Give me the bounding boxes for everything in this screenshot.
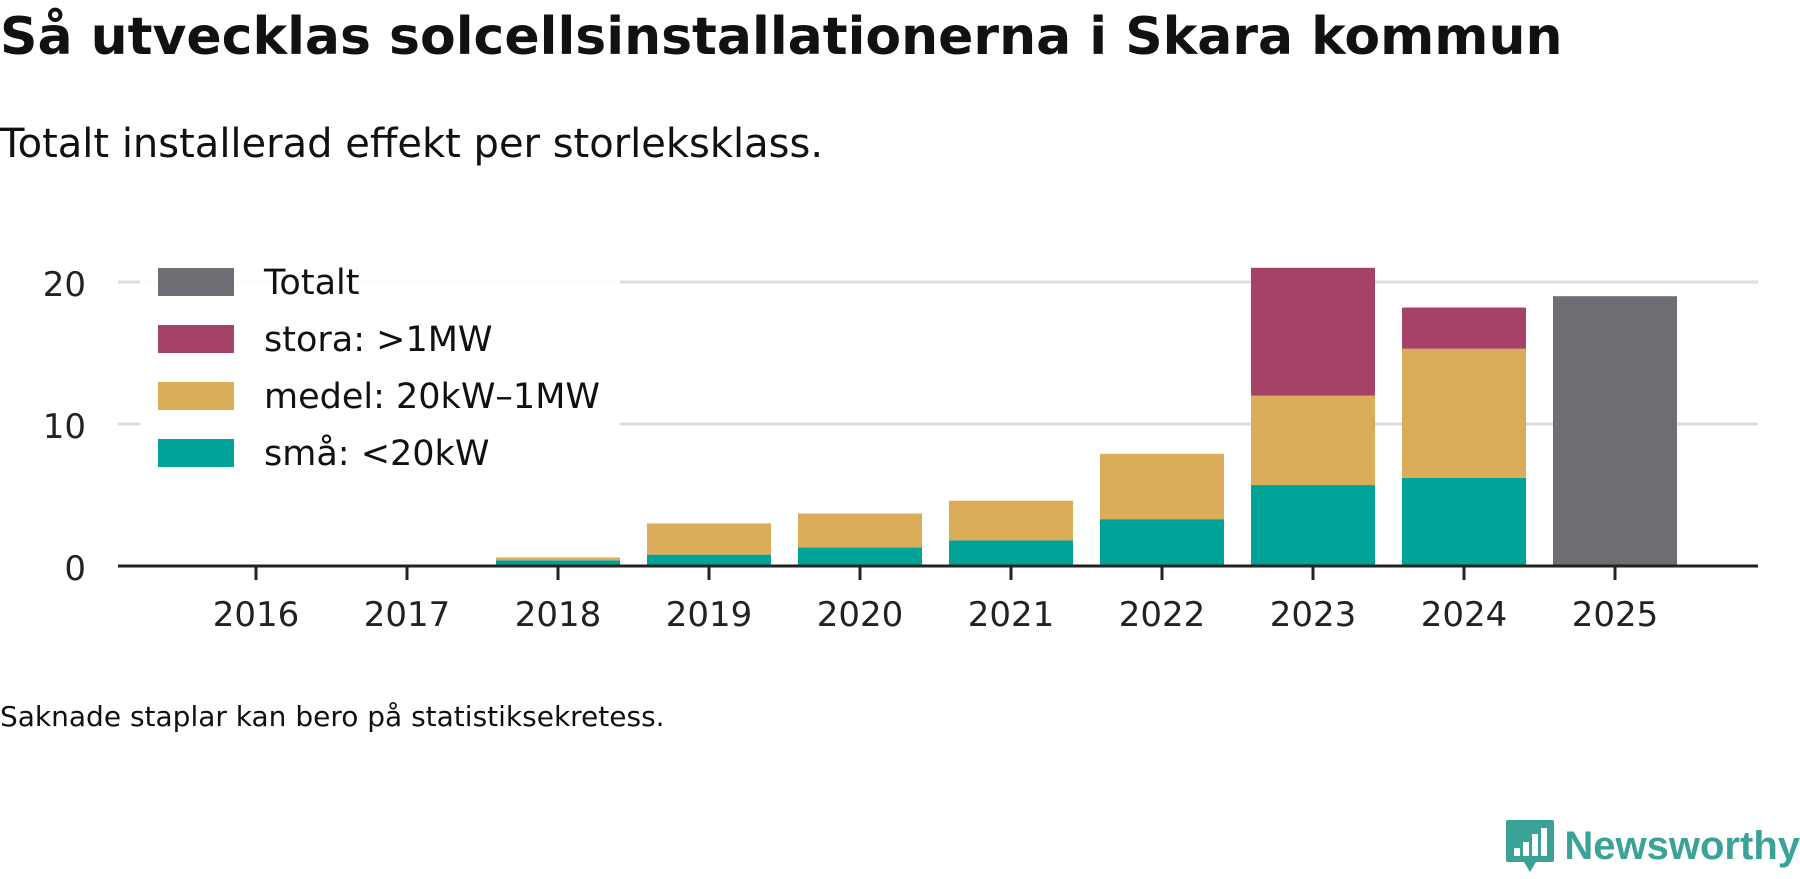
legend-swatch-small [158, 439, 234, 467]
x-tick-label: 2022 [1119, 595, 1206, 635]
legend-swatch-total [158, 268, 234, 296]
chart-title: Så utvecklas solcellsinstallationerna i … [0, 7, 1563, 67]
x-tick-label: 2021 [968, 595, 1055, 635]
chart-subtitle: Totalt installerad effekt per storlekskl… [0, 121, 824, 167]
newsworthy-logo-icon [1506, 820, 1555, 872]
x-tick-label: 2025 [1572, 595, 1659, 635]
bar-small-2023 [1251, 485, 1375, 566]
bar-small-2021 [949, 540, 1073, 566]
bar-medium-2022 [1100, 453, 1224, 520]
brand-logo: Newsworthy [1504, 818, 1800, 874]
legend-label-large: stora: >1MW [264, 320, 493, 360]
brand-name: Newsworthy [1564, 823, 1800, 868]
bar-large-2023 [1251, 267, 1375, 396]
legend-label-medium: medel: 20kW–1MW [264, 377, 600, 417]
bar-medium-2020 [798, 513, 922, 548]
x-tick-label: 2017 [364, 595, 451, 635]
x-tick-label: 2018 [515, 595, 602, 635]
x-tick-label: 2020 [817, 595, 904, 635]
bar-total-2025 [1553, 296, 1677, 566]
stacked-bar-chart: 0 10 20 2016 2017 2018 2019 2020 2021 2022 2023 202… [42, 250, 1758, 635]
bar-medium-2023 [1251, 395, 1375, 486]
x-tick-label: 2016 [213, 595, 300, 635]
x-tick-label: 2023 [1270, 595, 1357, 635]
bar-medium-2021 [949, 500, 1073, 541]
bar-large-2024 [1402, 307, 1526, 349]
y-tick-label: 10 [43, 407, 86, 447]
bar-small-2020 [798, 547, 922, 566]
bar-small-2022 [1100, 519, 1224, 566]
bar-small-2019 [647, 554, 771, 566]
legend-label-small: små: <20kW [264, 433, 489, 474]
legend-swatch-large [158, 325, 234, 353]
bar-small-2024 [1402, 477, 1526, 566]
y-tick-label: 20 [43, 265, 86, 305]
x-tick-label: 2024 [1421, 595, 1508, 635]
axis-ticks: 0 10 20 2016 2017 2018 2019 2020 2021 2022 2023 202… [43, 265, 1659, 635]
x-tick-label: 2019 [666, 595, 753, 635]
legend: Totalt stora: >1MW medel: 20kW–1MW små: <20… [140, 250, 620, 480]
bar-medium-2024 [1402, 348, 1526, 478]
legend-label-total: Totalt [263, 263, 359, 303]
footnote: Saknade staplar kan bero på statistiksek… [0, 700, 665, 733]
bar-small-2018 [496, 560, 620, 566]
bars [496, 267, 1677, 566]
bar-medium-2019 [647, 523, 771, 555]
bar-medium-2018 [496, 557, 620, 561]
legend-swatch-medium [158, 382, 234, 410]
y-tick-label: 0 [64, 549, 86, 589]
